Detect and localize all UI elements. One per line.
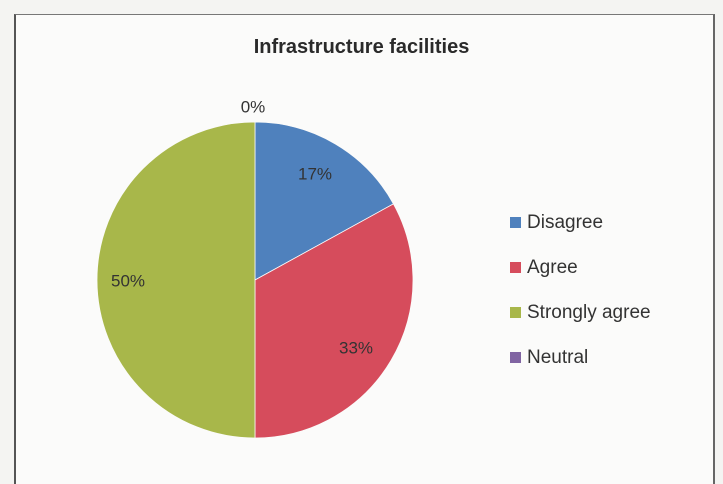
legend-swatch-strongly-agree — [510, 307, 521, 318]
legend-label-neutral: Neutral — [527, 346, 589, 368]
legend-label-disagree: Disagree — [527, 211, 604, 233]
data-label-strongly-agree: 50% — [111, 271, 145, 290]
legend-item-neutral: Neutral — [510, 335, 651, 380]
legend-item-strongly-agree: Strongly agree — [510, 290, 651, 335]
legend-swatch-disagree — [510, 217, 521, 228]
pie-slices — [96, 121, 414, 439]
legend-swatch-agree — [510, 262, 521, 273]
pie-slice-disagree — [254, 121, 394, 281]
legend-item-disagree: Disagree — [510, 200, 651, 245]
data-label-agree: 33% — [339, 338, 373, 357]
legend-label-agree: Agree — [527, 256, 578, 278]
chart-title: Infrastructure facilities — [253, 36, 470, 58]
chart-legend: Disagree Agree Strongly agree Neutral — [510, 200, 651, 380]
pie-labels: 17% 33% 50% 0% — [111, 97, 373, 357]
legend-swatch-neutral — [510, 352, 521, 363]
legend-item-agree: Agree — [510, 245, 651, 290]
legend-label-strongly-agree: Strongly agree — [527, 301, 651, 323]
pie-slice-agree — [254, 203, 414, 439]
data-label-disagree: 17% — [298, 164, 332, 183]
pie-slice-strongly-agree — [96, 121, 256, 439]
data-label-neutral: 0% — [241, 97, 266, 116]
